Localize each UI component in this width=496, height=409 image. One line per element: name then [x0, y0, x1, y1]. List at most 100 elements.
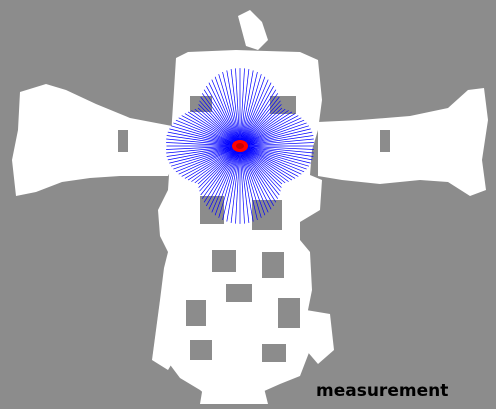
- laser-beam: [239, 145, 282, 188]
- laser-beam: [239, 145, 275, 207]
- laser-beam: [239, 145, 313, 161]
- laser-beam: [166, 145, 241, 157]
- laser-beam: [239, 110, 289, 147]
- laser-beam: [166, 135, 241, 147]
- laser-beam: [239, 145, 258, 220]
- laser-beam: [239, 79, 269, 147]
- laser-beam: [199, 100, 241, 147]
- laser-beam: [239, 145, 262, 218]
- laser-beam: [235, 68, 241, 147]
- laser-beam: [167, 145, 241, 161]
- obstacle: [262, 344, 286, 362]
- laser-beam: [169, 128, 241, 147]
- laser-beam: [239, 117, 302, 147]
- laser-beam: [222, 145, 241, 220]
- laser-beam: [239, 145, 314, 154]
- laser-beam: [239, 145, 307, 170]
- laser-beam: [239, 96, 280, 147]
- laser-beam: [239, 135, 314, 147]
- laser-beam: [239, 122, 307, 147]
- laser-beam: [175, 119, 241, 147]
- laser-beam: [239, 145, 245, 224]
- laser-beam: [239, 131, 313, 147]
- laser-beam: [169, 145, 241, 164]
- laser-beam: [171, 145, 241, 167]
- laser-beam: [222, 72, 241, 147]
- laser-beam: [239, 145, 279, 199]
- laser-beam: [194, 108, 241, 147]
- laser-beam: [239, 145, 272, 210]
- obstacle: [226, 284, 252, 302]
- laser-beam: [181, 145, 241, 177]
- laser-beam: [198, 104, 241, 147]
- laser-beam: [239, 85, 275, 147]
- laser-beam: [187, 145, 241, 181]
- laser-beam: [200, 145, 241, 196]
- laser-beam: [184, 145, 241, 179]
- laser-beam: [239, 128, 311, 147]
- laser-beam: [239, 145, 289, 182]
- laser-beam: [239, 145, 305, 173]
- laser-beam: [211, 145, 241, 213]
- laser-beam: [226, 70, 241, 147]
- obstacle: [262, 252, 284, 278]
- laser-beam: [239, 125, 309, 147]
- obstacle: [278, 298, 300, 328]
- laser-beam: [239, 115, 299, 147]
- laser-beam: [226, 145, 241, 222]
- laser-beam: [214, 76, 241, 147]
- laser-beam: [205, 85, 241, 147]
- laser-beam: [239, 70, 254, 147]
- laser-beam: [208, 82, 241, 147]
- laser-beam: [239, 145, 280, 196]
- obstacle: [186, 300, 206, 326]
- laser-beam: [191, 110, 241, 147]
- laser-scan-beams: [166, 68, 314, 224]
- laser-beam: [197, 145, 241, 185]
- robot-core: [236, 143, 244, 149]
- laser-beam: [239, 145, 277, 203]
- laser-beam: [239, 145, 254, 222]
- laser-beam: [239, 100, 281, 147]
- laser-beam: [166, 145, 241, 150]
- laser-beam: [239, 138, 314, 147]
- laser-beam: [171, 125, 241, 147]
- laser-beam: [239, 142, 314, 147]
- free-region-bottom-left: [152, 300, 180, 370]
- laser-beam: [239, 104, 282, 147]
- laser-beam: [203, 89, 241, 147]
- laser-beam: [178, 145, 241, 175]
- laser-beam: [239, 89, 277, 147]
- laser-beam: [239, 145, 311, 164]
- laser-beam: [239, 76, 266, 147]
- obstacle: [252, 200, 282, 230]
- laser-beam: [218, 74, 241, 147]
- laser-beam: [166, 138, 241, 147]
- laser-beam: [239, 93, 279, 147]
- laser-beam: [239, 68, 245, 147]
- laser-beam: [187, 111, 241, 147]
- laser-beam: [239, 74, 262, 147]
- free-region-bottom-right: [306, 310, 334, 364]
- laser-beam: [194, 145, 241, 184]
- laser-beam: [239, 145, 314, 150]
- obstacle: [190, 340, 212, 360]
- laser-beam: [166, 145, 241, 154]
- laser-beam: [239, 145, 293, 181]
- laser-beam: [239, 108, 286, 147]
- laser-beam: [173, 122, 241, 147]
- free-region-bottom-tail: [200, 380, 268, 404]
- free-region-right-wing: [318, 88, 488, 196]
- laser-beam: [239, 72, 258, 147]
- laser-beam: [200, 96, 241, 147]
- laser-beam: [191, 145, 241, 182]
- obstacles: [118, 96, 390, 362]
- free-region-left-wing: [12, 84, 176, 196]
- laser-beam: [239, 111, 293, 147]
- laser-beam: [239, 145, 250, 223]
- obstacle: [118, 130, 128, 152]
- laser-beam: [235, 145, 241, 224]
- laser-beam: [239, 145, 302, 175]
